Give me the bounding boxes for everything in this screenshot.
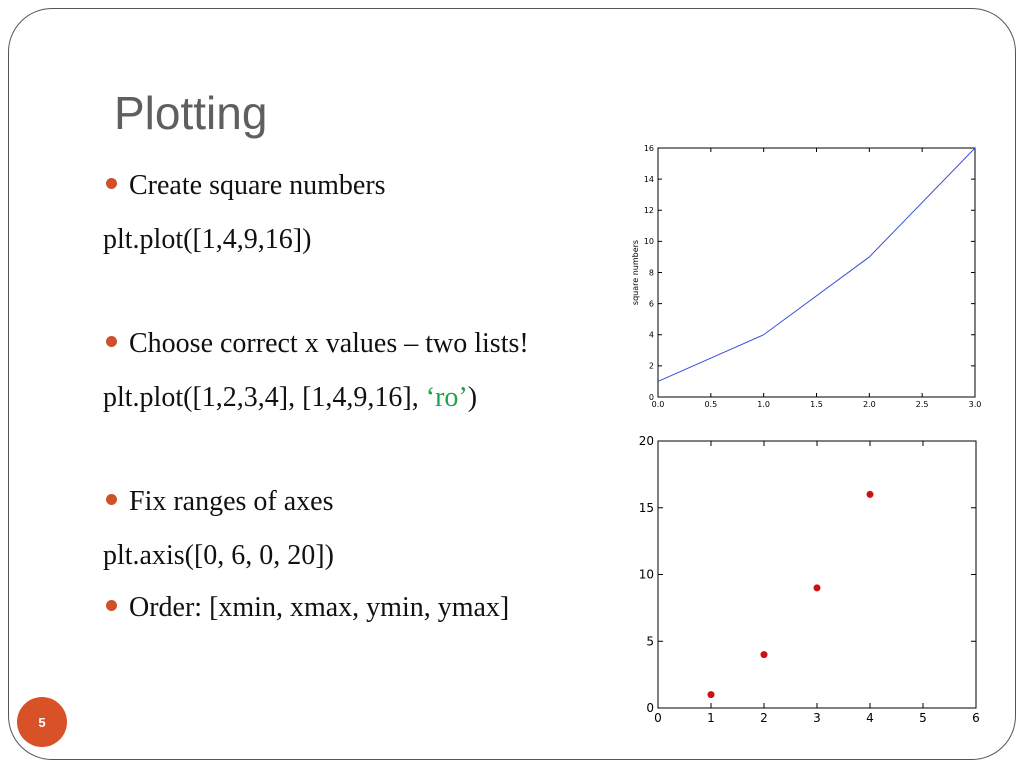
- code-line: plt.axis([0, 6, 0, 20]): [103, 540, 334, 571]
- y-tick-label: 0: [646, 701, 654, 715]
- bullet-text: Create square numbers: [129, 170, 386, 201]
- code-text: plt.plot([1,2,3,4], [1,4,9,16],: [103, 382, 426, 413]
- y-axis-label: square numbers: [631, 240, 640, 305]
- slide-title: Plotting: [114, 87, 268, 139]
- y-tick-label: 6: [649, 299, 654, 308]
- x-tick-label: 1.0: [757, 400, 770, 409]
- bullet-item: Choose correct x values – two lists!: [106, 328, 529, 360]
- x-tick-label: 2: [760, 711, 768, 722]
- bullet-item: Order: [xmin, xmax, ymin, ymax]: [106, 592, 509, 624]
- code-line: plt.plot([1,2,3,4], [1,4,9,16], ‘ro’): [103, 382, 477, 414]
- data-point: [813, 584, 821, 592]
- y-tick-label: 10: [644, 237, 654, 246]
- bullet-text: Choose correct x values – two lists!: [129, 328, 529, 359]
- x-tick-label: 0.5: [704, 400, 717, 409]
- y-tick-label: 14: [644, 175, 654, 184]
- x-tick-label: 0: [654, 711, 662, 722]
- y-tick-label: 12: [644, 206, 654, 215]
- x-tick-label: 2.0: [863, 400, 876, 409]
- y-tick-label: 8: [649, 268, 654, 277]
- x-tick-label: 1.5: [810, 400, 823, 409]
- x-tick-label: 3: [813, 711, 821, 722]
- bullet-text: Fix ranges of axes: [129, 486, 334, 517]
- data-point: [707, 691, 715, 699]
- y-tick-label: 4: [649, 331, 654, 340]
- y-tick-label: 16: [644, 144, 654, 153]
- bullet-dot-icon: [106, 494, 117, 506]
- bullet-dot-icon: [106, 336, 117, 348]
- bullet-item: Create square numbers: [106, 170, 386, 202]
- code-highlight: ‘ro’: [425, 382, 468, 413]
- bullet-text: Order: [xmin, xmax, ymin, ymax]: [129, 592, 510, 623]
- y-tick-label: 15: [639, 501, 654, 515]
- x-tick-label: 6: [972, 711, 980, 722]
- plot-area: [657, 147, 976, 398]
- series-line: [657, 147, 976, 382]
- scatter-chart: 0 1 2 3 4 5 6 0 5 10 15 20: [639, 434, 980, 722]
- x-tick-label: 5: [919, 711, 927, 722]
- x-tick-label: 3.0: [969, 400, 982, 409]
- y-tick-label: 10: [639, 568, 654, 582]
- data-point: [866, 490, 874, 498]
- x-tick-label: 2.5: [916, 400, 929, 409]
- bullet-dot-icon: [106, 600, 117, 612]
- data-point: [760, 651, 768, 659]
- page-number-badge: 5: [17, 697, 67, 747]
- y-tick-label: 2: [649, 362, 654, 371]
- line-chart: 0.0 0.5 1.0 1.5 2.0 2.5 3.0 0 2 4 6 8 10 12 14 16 square…: [631, 144, 982, 409]
- code-line: plt.plot([1,4,9,16]): [103, 224, 312, 255]
- y-tick-label: 5: [646, 634, 654, 648]
- x-tick-label: 0.0: [652, 400, 665, 409]
- x-tick-label: 1: [707, 711, 715, 722]
- bullet-dot-icon: [106, 178, 117, 190]
- plot-area: [657, 440, 977, 709]
- bullet-item: Fix ranges of axes: [106, 486, 334, 518]
- slide-frame: [8, 8, 1016, 760]
- code-suffix: ): [467, 382, 478, 413]
- y-tick-label: 0: [649, 393, 654, 402]
- y-tick-label: 20: [639, 434, 654, 448]
- x-tick-label: 4: [866, 711, 874, 722]
